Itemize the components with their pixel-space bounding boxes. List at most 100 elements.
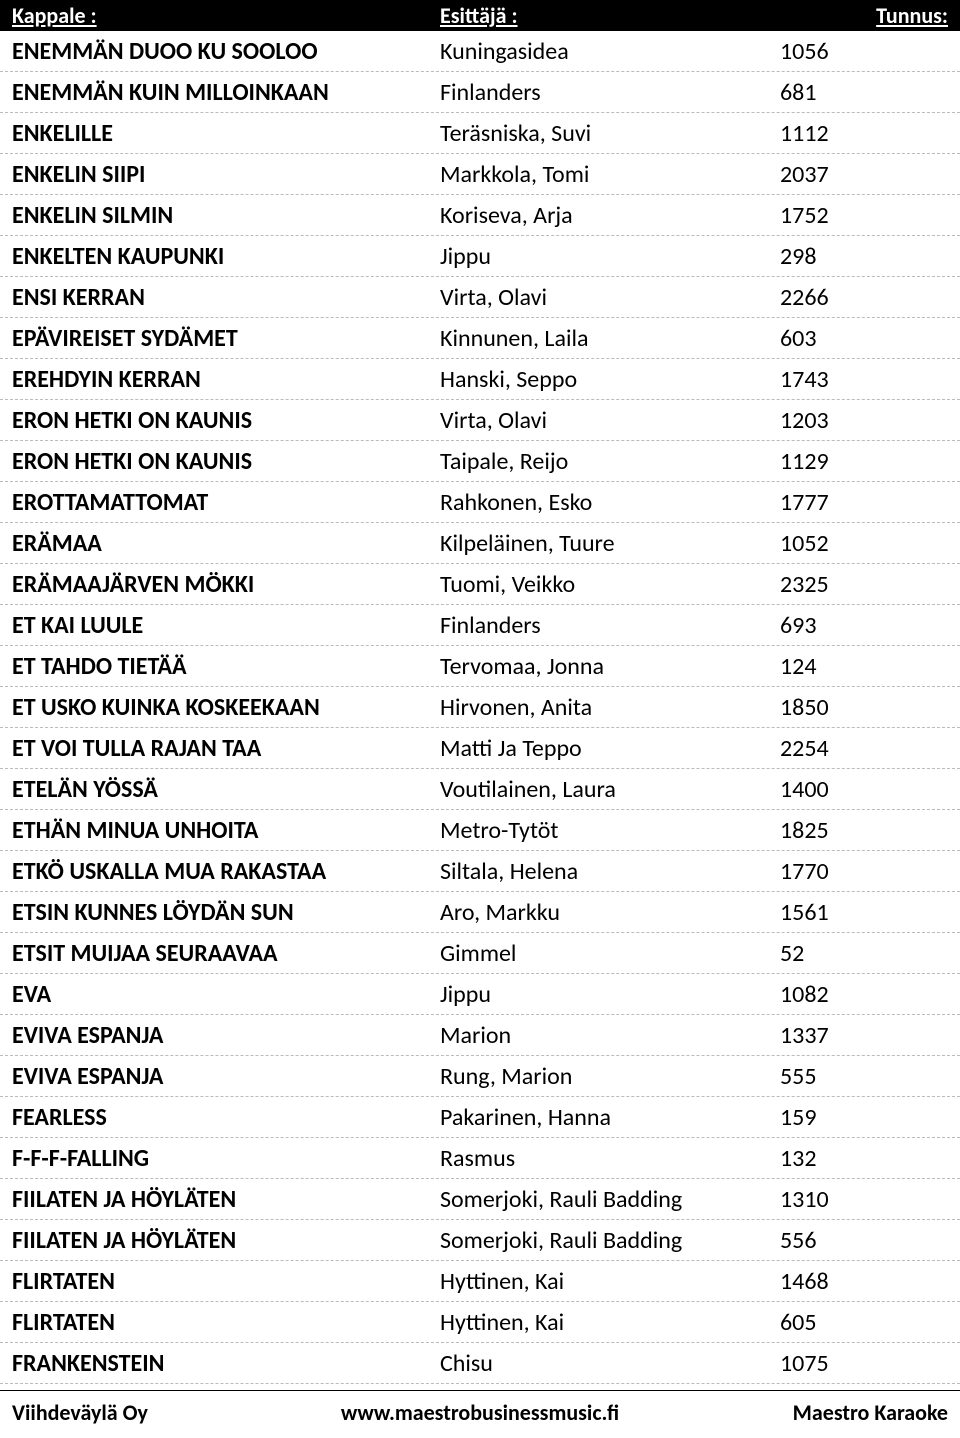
song-title: ET KAI LUULE [0, 611, 440, 640]
song-title: ETELÄN YÖSSÄ [0, 775, 440, 804]
artist-name: Finlanders [440, 611, 780, 640]
artist-name: Koriseva, Arja [440, 201, 780, 230]
table-row: FLIRTATENHyttinen, Kai1468 [0, 1261, 960, 1302]
artist-name: Hyttinen, Kai [440, 1267, 780, 1296]
song-code: 1850 [780, 693, 960, 722]
song-title: FIILATEN JA HÖYLÄTEN [0, 1185, 440, 1214]
table-body: ENEMMÄN DUOO KU SOOLOOKuningasidea1056EN… [0, 31, 960, 1384]
header-song: Kappale : [0, 2, 440, 29]
table-row: ENKELTEN KAUPUNKIJippu298 [0, 236, 960, 277]
song-code: 1400 [780, 775, 960, 804]
song-code: 603 [780, 324, 960, 353]
artist-name: Hanski, Seppo [440, 365, 780, 394]
song-title: ETSIN KUNNES LÖYDÄN SUN [0, 898, 440, 927]
song-title: FLIRTATEN [0, 1308, 440, 1337]
artist-name: Jippu [440, 242, 780, 271]
artist-name: Marion [440, 1021, 780, 1050]
table-row: ENKELIN SILMINKoriseva, Arja1752 [0, 195, 960, 236]
song-title: EVA [0, 980, 440, 1009]
table-row: ET KAI LUULEFinlanders693 [0, 605, 960, 646]
song-title: FLIRTATEN [0, 1267, 440, 1296]
artist-name: Virta, Olavi [440, 283, 780, 312]
song-code: 1337 [780, 1021, 960, 1050]
table-header: Kappale : Esittäjä : Tunnus: [0, 0, 960, 31]
song-title: ET VOI TULLA RAJAN TAA [0, 734, 440, 763]
artist-name: Kuningasidea [440, 37, 780, 66]
artist-name: Finlanders [440, 78, 780, 107]
table-row: ENEMMÄN KUIN MILLOINKAANFinlanders681 [0, 72, 960, 113]
song-title: ERÄMAA [0, 529, 440, 558]
artist-name: Voutilainen, Laura [440, 775, 780, 804]
table-row: ET TAHDO TIETÄÄTervomaa, Jonna124 [0, 646, 960, 687]
song-title: EVIVA ESPANJA [0, 1021, 440, 1050]
artist-name: Matti Ja Teppo [440, 734, 780, 763]
artist-name: Hyttinen, Kai [440, 1308, 780, 1337]
table-row: ENKELILLETeräsniska, Suvi1112 [0, 113, 960, 154]
song-code: 1056 [780, 37, 960, 66]
song-title: ET USKO KUINKA KOSKEEKAAN [0, 693, 440, 722]
song-title: ENSI KERRAN [0, 283, 440, 312]
table-row: ETELÄN YÖSSÄVoutilainen, Laura1400 [0, 769, 960, 810]
song-code: 2325 [780, 570, 960, 599]
song-code: 1129 [780, 447, 960, 476]
song-title: ENEMMÄN DUOO KU SOOLOO [0, 37, 440, 66]
song-code: 124 [780, 652, 960, 681]
artist-name: Rung, Marion [440, 1062, 780, 1091]
song-code: 1825 [780, 816, 960, 845]
song-title: ETSIT MUIJAA SEURAAVAA [0, 939, 440, 968]
artist-name: Rasmus [440, 1144, 780, 1173]
song-code: 1777 [780, 488, 960, 517]
song-code: 159 [780, 1103, 960, 1132]
artist-name: Jippu [440, 980, 780, 1009]
table-row: EVAJippu1082 [0, 974, 960, 1015]
song-code: 556 [780, 1226, 960, 1255]
table-row: ERÄMAAKilpeläinen, Tuure1052 [0, 523, 960, 564]
table-row: ENKELIN SIIPIMarkkola, Tomi2037 [0, 154, 960, 195]
song-title: ERÄMAAJÄRVEN MÖKKI [0, 570, 440, 599]
table-row: F-F-F-FALLINGRasmus132 [0, 1138, 960, 1179]
song-code: 1310 [780, 1185, 960, 1214]
artist-name: Teräsniska, Suvi [440, 119, 780, 148]
artist-name: Aro, Markku [440, 898, 780, 927]
song-code: 2266 [780, 283, 960, 312]
artist-name: Siltala, Helena [440, 857, 780, 886]
table-row: FRANKENSTEINChisu1075 [0, 1343, 960, 1384]
artist-name: Virta, Olavi [440, 406, 780, 435]
page-footer: Viihdeväylä Oy www.maestrobusinessmusic.… [0, 1390, 960, 1438]
table-row: ETHÄN MINUA UNHOITAMetro-Tytöt1825 [0, 810, 960, 851]
song-code: 555 [780, 1062, 960, 1091]
song-title: EVIVA ESPANJA [0, 1062, 440, 1091]
song-code: 2254 [780, 734, 960, 763]
song-code: 298 [780, 242, 960, 271]
artist-name: Hirvonen, Anita [440, 693, 780, 722]
artist-name: Tervomaa, Jonna [440, 652, 780, 681]
artist-name: Pakarinen, Hanna [440, 1103, 780, 1132]
table-row: ENSI KERRANVirta, Olavi2266 [0, 277, 960, 318]
song-title: ET TAHDO TIETÄÄ [0, 652, 440, 681]
song-code: 2037 [780, 160, 960, 189]
table-row: FLIRTATENHyttinen, Kai605 [0, 1302, 960, 1343]
artist-name: Chisu [440, 1349, 780, 1378]
song-code: 1752 [780, 201, 960, 230]
table-row: ERÄMAAJÄRVEN MÖKKITuomi, Veikko2325 [0, 564, 960, 605]
artist-name: Kilpeläinen, Tuure [440, 529, 780, 558]
footer-company: Viihdeväylä Oy [12, 1399, 324, 1426]
artist-name: Somerjoki, Rauli Badding [440, 1185, 780, 1214]
table-row: EVIVA ESPANJARung, Marion555 [0, 1056, 960, 1097]
song-title: ENEMMÄN KUIN MILLOINKAAN [0, 78, 440, 107]
header-code: Tunnus: [780, 2, 960, 29]
artist-name: Metro-Tytöt [440, 816, 780, 845]
table-row: ETSIT MUIJAA SEURAAVAAGimmel52 [0, 933, 960, 974]
song-title: ERON HETKI ON KAUNIS [0, 406, 440, 435]
table-row: EVIVA ESPANJAMarion1337 [0, 1015, 960, 1056]
header-artist: Esittäjä : [440, 2, 780, 29]
table-row: ETKÖ USKALLA MUA RAKASTAASiltala, Helena… [0, 851, 960, 892]
table-row: ENEMMÄN DUOO KU SOOLOOKuningasidea1056 [0, 31, 960, 72]
artist-name: Gimmel [440, 939, 780, 968]
song-title: ETHÄN MINUA UNHOITA [0, 816, 440, 845]
artist-name: Kinnunen, Laila [440, 324, 780, 353]
song-code: 1203 [780, 406, 960, 435]
footer-product: Maestro Karaoke [636, 1399, 948, 1426]
artist-name: Taipale, Reijo [440, 447, 780, 476]
table-row: ET VOI TULLA RAJAN TAAMatti Ja Teppo2254 [0, 728, 960, 769]
